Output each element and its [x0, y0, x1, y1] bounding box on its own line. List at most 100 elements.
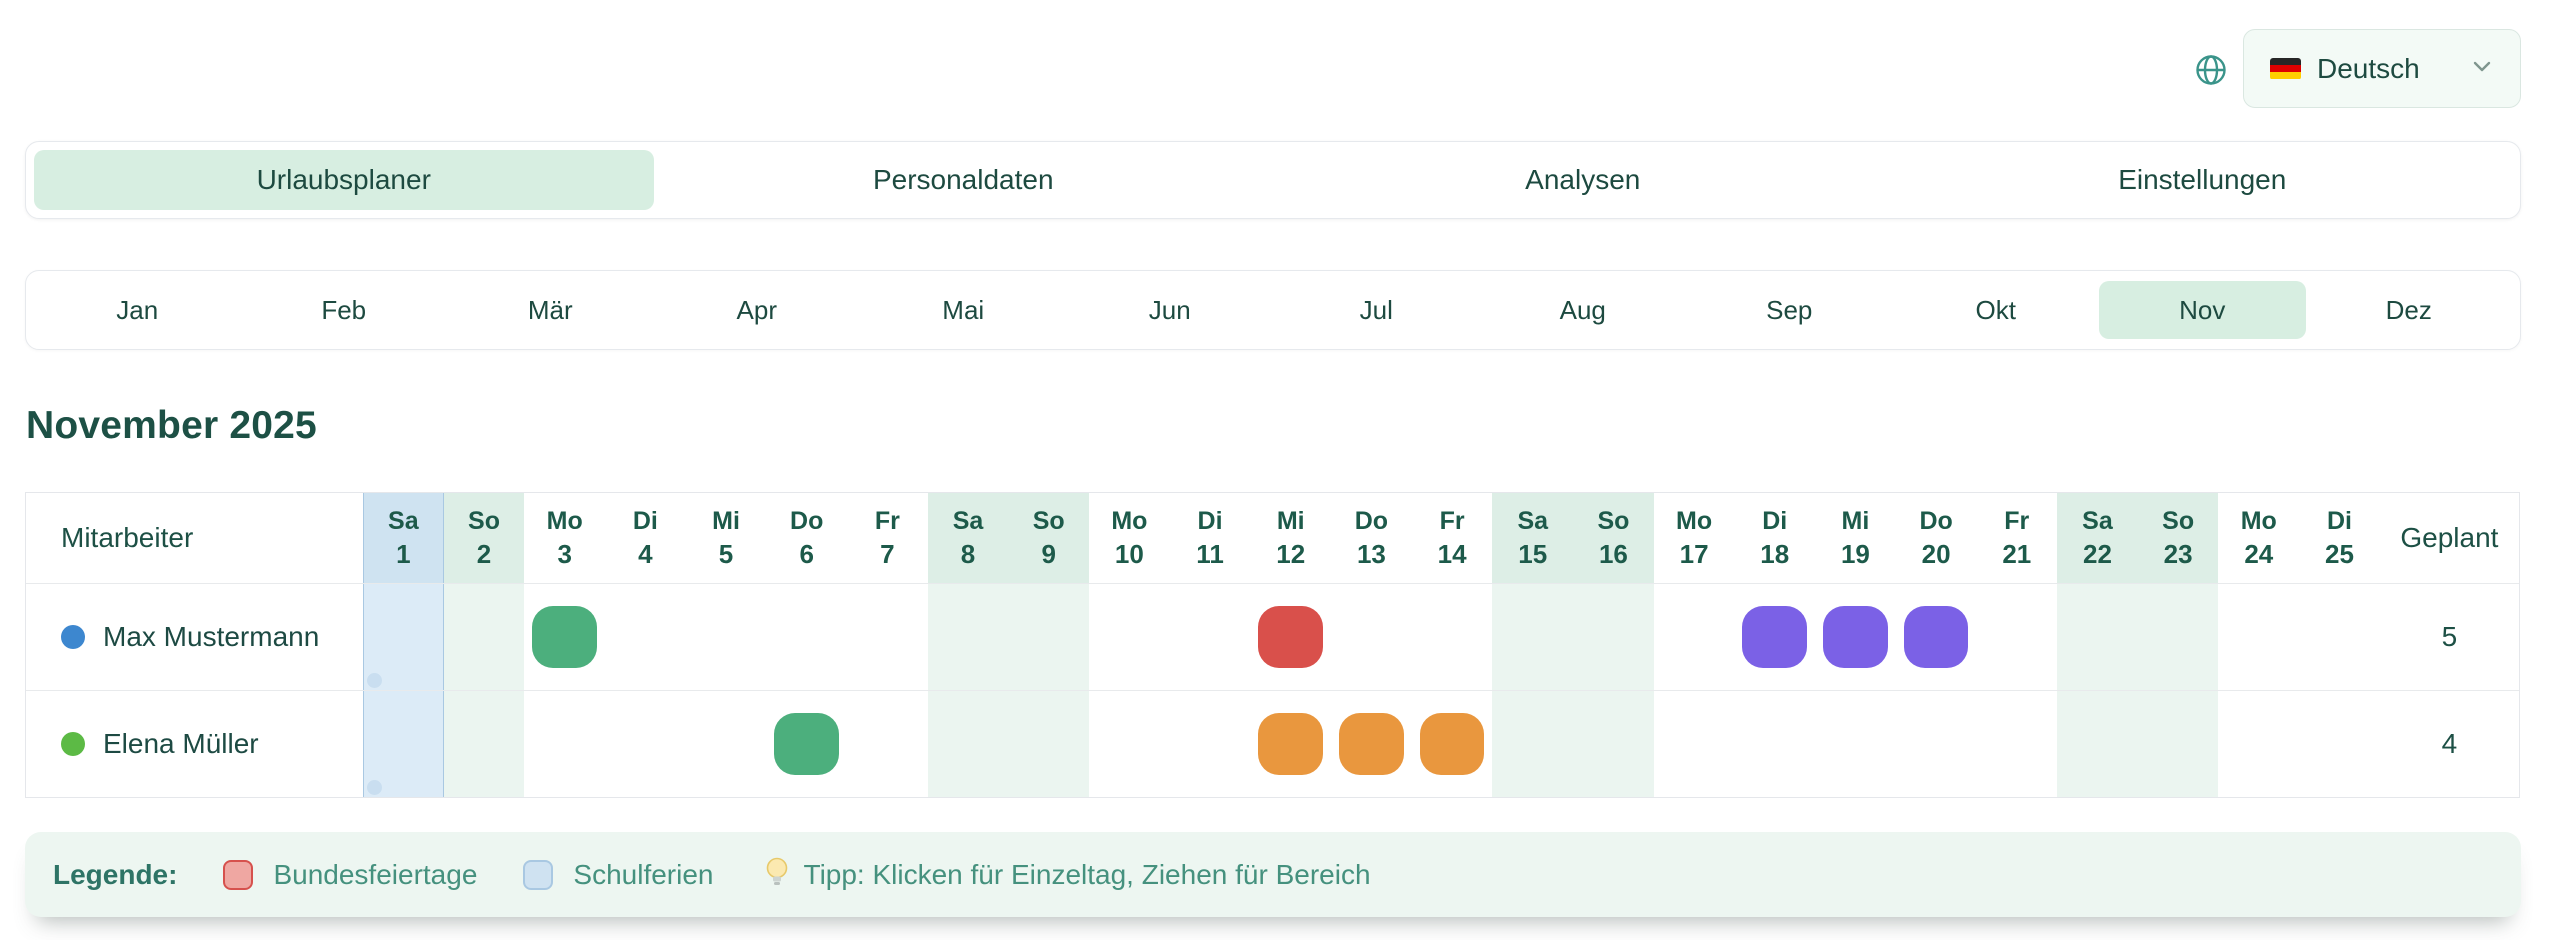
day-cell-1[interactable]	[363, 584, 444, 690]
month-aug[interactable]: Aug	[1559, 294, 1606, 325]
day-header-4: Di 4	[632, 506, 658, 569]
day-cell-13[interactable]	[1331, 691, 1412, 797]
day-cell-11[interactable]	[1170, 584, 1251, 690]
legend-item-schulferien: Schulferien	[523, 858, 714, 891]
day-cell-24[interactable]	[2218, 584, 2299, 690]
day-cell-10[interactable]	[1089, 691, 1170, 797]
legend-label: Schulferien	[573, 858, 714, 890]
day-cell-17[interactable]	[1654, 584, 1735, 690]
day-cell-7[interactable]	[847, 584, 928, 690]
month-dez[interactable]: Dez	[2385, 294, 2432, 325]
legend-item-bundesfeiertage: Bundesfeiertage	[223, 859, 477, 891]
tab-personaldaten[interactable]: Personaldaten	[872, 164, 1054, 195]
tab-urlaubsplaner[interactable]: Urlaubsplaner	[34, 150, 654, 210]
day-cell-9[interactable]	[1008, 584, 1090, 690]
day-cell-6[interactable]	[766, 584, 847, 690]
vacation-block[interactable]	[1903, 606, 1969, 668]
planned-count-cell: 4	[2380, 691, 2519, 797]
day-cell-18[interactable]	[1734, 584, 1815, 690]
day-cell-19[interactable]	[1815, 584, 1896, 690]
language-label: Deutsch	[2317, 52, 2420, 84]
month-mai[interactable]: Mai	[942, 294, 985, 325]
globe-icon[interactable]	[2194, 53, 2228, 87]
day-header-8: Sa 8	[927, 493, 1009, 583]
day-cell-8[interactable]	[927, 691, 1009, 797]
day-cell-21[interactable]	[1976, 584, 2057, 690]
month-feb[interactable]: Feb	[321, 294, 367, 325]
vacation-block[interactable]	[1419, 713, 1485, 775]
day-cell-9[interactable]	[1008, 691, 1090, 797]
day-cell-22[interactable]	[2057, 584, 2138, 690]
day-header-22: Sa 22	[2057, 493, 2138, 583]
planner-header-row: Mitarbeiter Sa 1 So 2 Mo 3 Di 4 Mi 5 Do 6 Fr 7 Sa 8 So 9 Mo…	[26, 493, 2519, 583]
day-header-14: Fr 14	[1437, 506, 1467, 569]
day-cell-16[interactable]	[1573, 584, 1654, 690]
day-cell-16[interactable]	[1573, 691, 1654, 797]
month-jan[interactable]: Jan	[116, 294, 159, 325]
vacation-block[interactable]	[1258, 606, 1324, 668]
day-cell-8[interactable]	[927, 584, 1009, 690]
legend-label: Bundesfeiertage	[273, 858, 478, 890]
month-nov[interactable]: Nov	[2099, 281, 2306, 339]
day-cell-10[interactable]	[1089, 584, 1170, 690]
day-cell-12[interactable]	[1250, 584, 1331, 690]
page-title: November 2025	[26, 404, 317, 447]
vacation-block[interactable]	[1258, 713, 1324, 775]
day-cell-20[interactable]	[1896, 691, 1977, 797]
tab-einstellungen[interactable]: Einstellungen	[2118, 164, 2287, 195]
day-cell-25[interactable]	[2299, 584, 2380, 690]
day-cell-21[interactable]	[1976, 691, 2057, 797]
vacation-block[interactable]	[1742, 606, 1808, 668]
day-cell-14[interactable]	[1412, 584, 1493, 690]
day-cell-24[interactable]	[2218, 691, 2299, 797]
day-cell-20[interactable]	[1896, 584, 1977, 690]
day-cell-25[interactable]	[2299, 691, 2380, 797]
vacation-block[interactable]	[532, 606, 598, 668]
day-cell-23[interactable]	[2137, 691, 2219, 797]
day-cell-5[interactable]	[686, 584, 767, 690]
day-header-19: Mi 19	[1840, 506, 1870, 569]
day-cell-2[interactable]	[443, 691, 525, 797]
tab-analysen[interactable]: Analysen	[1525, 164, 1641, 195]
day-cell-19[interactable]	[1815, 691, 1896, 797]
day-cell-15[interactable]	[1492, 584, 1574, 690]
employee-cell: Max Mustermann	[26, 584, 363, 690]
day-cell-15[interactable]	[1492, 691, 1574, 797]
day-cell-2[interactable]	[443, 584, 525, 690]
day-cell-18[interactable]	[1734, 691, 1815, 797]
tip-text: Tipp: Klicken für Einzeltag, Ziehen für …	[803, 858, 1371, 890]
month-jun[interactable]: Jun	[1148, 294, 1191, 325]
day-cell-5[interactable]	[686, 691, 767, 797]
legend-tip: Tipp: Klicken für Einzeltag, Ziehen für …	[764, 856, 1371, 893]
month-mär[interactable]: Mär	[527, 294, 573, 325]
vacation-block[interactable]	[774, 713, 840, 775]
employee-cell: Elena Müller	[26, 691, 363, 797]
day-cell-22[interactable]	[2057, 691, 2138, 797]
language-selector[interactable]: Deutsch	[2243, 29, 2521, 108]
day-cell-6[interactable]	[766, 691, 847, 797]
day-cell-17[interactable]	[1654, 691, 1735, 797]
employee-name: Elena Müller	[103, 728, 259, 759]
day-cell-7[interactable]	[847, 691, 928, 797]
day-cell-4[interactable]	[605, 691, 686, 797]
vacation-block[interactable]	[1339, 713, 1404, 775]
day-header-11: Di 11	[1196, 506, 1224, 569]
day-header-15: Sa 15	[1492, 493, 1574, 583]
day-cell-4[interactable]	[605, 584, 686, 690]
vacation-block[interactable]	[1823, 606, 1888, 668]
legend-title: Legende:	[53, 858, 178, 890]
month-okt[interactable]: Okt	[1975, 294, 2016, 325]
day-cell-11[interactable]	[1170, 691, 1251, 797]
month-jul[interactable]: Jul	[1359, 294, 1393, 325]
day-header-23: So 23	[2137, 493, 2219, 583]
day-cell-3[interactable]	[524, 584, 605, 690]
month-apr[interactable]: Apr	[736, 294, 777, 325]
day-cell-13[interactable]	[1331, 584, 1412, 690]
day-cell-12[interactable]	[1250, 691, 1331, 797]
day-cell-3[interactable]	[524, 691, 605, 797]
public-holiday-chip-icon	[223, 859, 254, 890]
day-cell-14[interactable]	[1412, 691, 1493, 797]
day-cell-1[interactable]	[363, 691, 444, 797]
day-cell-23[interactable]	[2137, 584, 2219, 690]
month-sep[interactable]: Sep	[1766, 294, 1813, 325]
